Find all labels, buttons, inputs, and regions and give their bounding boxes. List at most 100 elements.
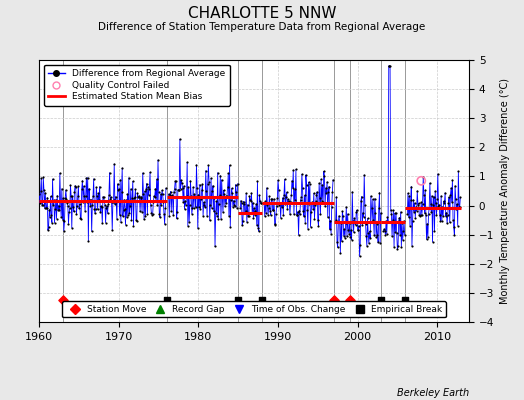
Point [292, 212, 301, 218]
Point [274, 177, 282, 184]
Point [291, 197, 299, 203]
Point [72, 211, 81, 217]
Point [123, 191, 132, 197]
Point [440, 198, 448, 204]
Point [77, 216, 85, 222]
Point [52, 216, 61, 222]
Point [82, 175, 91, 181]
Point [135, 194, 143, 200]
Point [425, 205, 433, 211]
Point [118, 213, 127, 219]
Point [300, 213, 308, 220]
Point [297, 194, 305, 201]
Point [189, 184, 198, 190]
Point [185, 219, 193, 225]
Point [51, 206, 59, 213]
Point [383, 214, 391, 221]
Point [139, 191, 148, 197]
Point [149, 199, 158, 206]
Point [73, 203, 81, 209]
Point [35, 190, 43, 197]
Point [362, 220, 370, 227]
Point [341, 234, 349, 241]
Point [56, 198, 64, 204]
Point [188, 210, 196, 217]
Point [230, 197, 238, 204]
Point [133, 190, 141, 196]
Point [140, 188, 149, 194]
Point [108, 227, 116, 234]
Point [412, 204, 420, 210]
Point [118, 165, 126, 171]
Point [187, 193, 195, 200]
Point [319, 198, 328, 205]
Point [312, 198, 320, 204]
Point [199, 212, 208, 219]
Point [56, 170, 64, 176]
Point [436, 218, 445, 224]
Point [420, 210, 429, 217]
Point [406, 222, 414, 229]
Point [383, 231, 391, 237]
Point [172, 178, 180, 185]
Point [418, 201, 427, 207]
Point [287, 192, 296, 198]
Point [131, 186, 139, 192]
Point [270, 221, 279, 228]
Point [278, 194, 287, 201]
Point [315, 180, 323, 186]
Point [232, 181, 240, 188]
Point [41, 190, 49, 196]
Point [45, 206, 53, 213]
Point [444, 200, 453, 206]
Point [126, 203, 134, 209]
Point [359, 214, 368, 220]
Point [130, 195, 138, 202]
Point [322, 185, 330, 191]
Point [245, 193, 254, 200]
Point [181, 198, 189, 204]
Point [169, 212, 178, 218]
Point [368, 218, 376, 225]
Point [424, 234, 432, 240]
Point [212, 210, 220, 216]
Point [150, 193, 158, 199]
Point [198, 181, 206, 188]
Point [287, 199, 295, 206]
Point [147, 209, 156, 216]
Point [395, 214, 403, 221]
Point [363, 243, 371, 249]
Point [185, 201, 194, 208]
Point [50, 220, 59, 226]
Point [260, 200, 268, 206]
Point [437, 193, 445, 199]
Point [392, 210, 400, 216]
Point [370, 232, 378, 238]
Point [344, 226, 353, 233]
Point [297, 197, 305, 204]
Point [317, 176, 325, 182]
Point [442, 209, 451, 216]
Point [321, 203, 329, 210]
Point [301, 220, 309, 226]
Point [156, 214, 164, 220]
Point [177, 186, 185, 192]
Point [377, 210, 385, 216]
Point [148, 212, 156, 218]
Point [351, 220, 359, 226]
Point [238, 222, 246, 228]
Point [415, 212, 423, 218]
Point [203, 213, 211, 220]
Point [246, 197, 254, 204]
Point [432, 212, 441, 218]
Point [233, 205, 241, 211]
Point [195, 204, 203, 211]
Point [420, 192, 428, 198]
Point [323, 214, 332, 220]
Point [76, 215, 84, 221]
Point [278, 204, 286, 210]
Point [316, 211, 325, 217]
Point [396, 232, 404, 238]
Point [398, 219, 406, 226]
Point [362, 233, 370, 239]
